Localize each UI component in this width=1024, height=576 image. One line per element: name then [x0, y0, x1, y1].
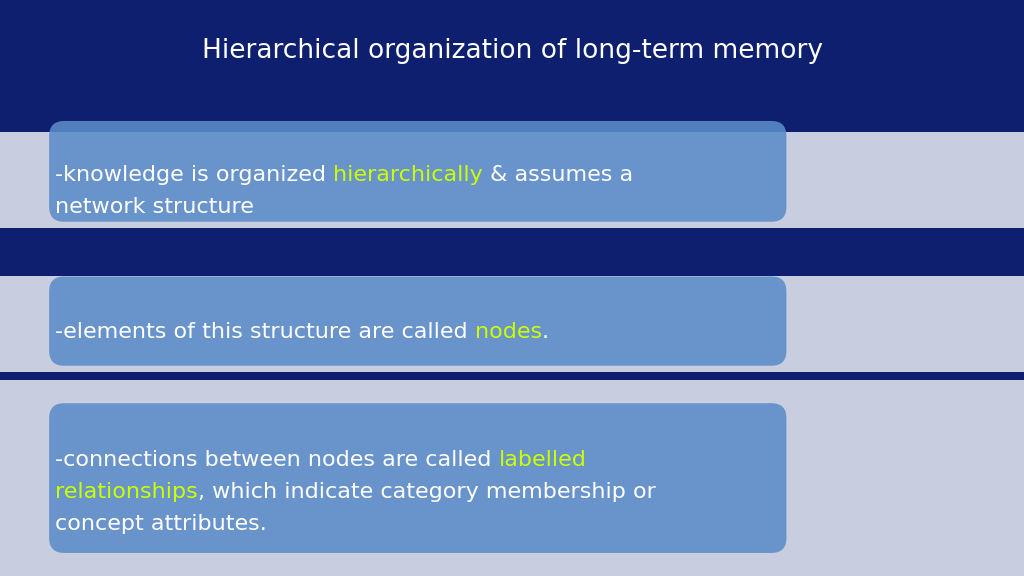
Text: -elements of this structure are called: -elements of this structure are called: [55, 322, 475, 342]
Bar: [0, 380, 1024, 576]
Text: -knowledge is organized: -knowledge is organized: [55, 165, 333, 185]
Bar: [0, 276, 1024, 372]
Text: Hierarchical organization of long-term memory: Hierarchical organization of long-term m…: [202, 38, 822, 64]
Text: relationships: relationships: [55, 482, 198, 502]
Text: .: .: [542, 322, 549, 342]
Text: , which indicate category membership or: , which indicate category membership or: [198, 482, 655, 502]
Text: & assumes a: & assumes a: [483, 165, 633, 185]
FancyBboxPatch shape: [49, 403, 786, 553]
FancyBboxPatch shape: [49, 276, 786, 366]
Text: concept attributes.: concept attributes.: [55, 514, 266, 534]
FancyBboxPatch shape: [49, 121, 786, 222]
Bar: [0, 132, 1024, 228]
Text: labelled: labelled: [499, 450, 587, 470]
Text: network structure: network structure: [55, 197, 254, 217]
Text: hierarchically: hierarchically: [333, 165, 483, 185]
Text: -connections between nodes are called: -connections between nodes are called: [55, 450, 499, 470]
Text: nodes: nodes: [475, 322, 542, 342]
